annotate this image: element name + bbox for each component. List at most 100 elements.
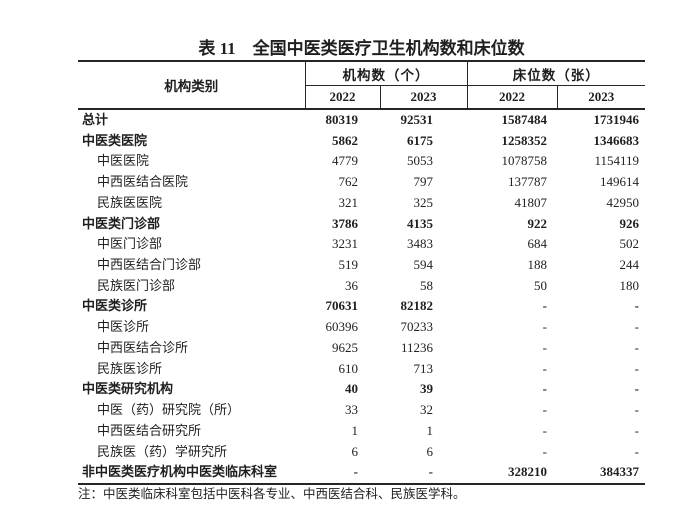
cell-value: 1154119 xyxy=(594,153,639,169)
table-body: 总计 80319 92531 1587484 1731946 中医类医院 5862 6175 1… xyxy=(78,109,645,484)
row-label: 中西医结合门诊部 xyxy=(97,257,202,273)
table-row: 中医诊所 60396 70233 - - xyxy=(78,317,645,338)
cell-value: - xyxy=(542,422,547,438)
header-beds-group: 床位数（张） xyxy=(467,61,645,86)
cell-value: 41807 xyxy=(514,194,548,210)
row-label: 中医类诊所 xyxy=(82,298,148,314)
table-row: 中西医结合门诊部 519 594 188 244 xyxy=(78,255,645,276)
row-label: 中医类研究机构 xyxy=(82,381,174,397)
cell-value: 5053 xyxy=(407,153,433,169)
cell-value: - xyxy=(428,464,433,480)
header-year-beds-2023: 2023 xyxy=(588,89,615,104)
cell-value: 4779 xyxy=(332,153,358,169)
cell-value: 39 xyxy=(420,381,433,397)
cell-value: 149614 xyxy=(600,174,639,190)
cell-value: 1258352 xyxy=(501,132,548,148)
cell-value: - xyxy=(634,422,639,438)
table-row: 中医类医院 5862 6175 1258352 1346683 xyxy=(78,131,645,152)
row-label: 非中医类医疗机构中医类临床科室 xyxy=(82,464,278,480)
cell-value: - xyxy=(634,402,639,418)
row-label: 中医医院 xyxy=(97,153,150,169)
table-row: 中医医院 4779 5053 1078758 1154119 xyxy=(78,151,645,172)
cell-value: 58 xyxy=(420,277,433,293)
header-year-beds-2022: 2022 xyxy=(467,85,558,109)
cell-value: 6 xyxy=(351,443,359,459)
cell-value: 684 xyxy=(527,236,548,252)
table-row: 中医门诊部 3231 3483 684 502 xyxy=(78,234,645,255)
table-row: 民族医（药）学研究所 6 6 - - xyxy=(78,442,645,463)
cell-value: 6175 xyxy=(407,132,433,148)
table-title: 表 11 全国中医类医疗卫生机构数和床位数 xyxy=(198,39,525,58)
table-row: 中医类门诊部 3786 4135 922 926 xyxy=(78,214,645,235)
row-label: 民族医（药）学研究所 xyxy=(97,443,228,459)
table-row: 民族医门诊部 36 58 50 180 xyxy=(78,276,645,297)
row-label: 中医门诊部 xyxy=(97,236,163,252)
cell-value: 594 xyxy=(413,257,434,273)
table-row: 总计 80319 92531 1587484 1731946 xyxy=(78,109,645,131)
cell-value: 1587484 xyxy=(501,112,548,127)
row-label: 中西医结合医院 xyxy=(97,174,189,190)
cell-value: 4135 xyxy=(407,215,433,231)
cell-value: 180 xyxy=(619,277,640,293)
cell-value: 137787 xyxy=(508,174,547,190)
cell-value: - xyxy=(542,381,547,397)
cell-value: 244 xyxy=(619,257,640,273)
cell-value: 70631 xyxy=(325,298,359,314)
cell-value: 922 xyxy=(527,215,548,231)
table-row: 中医类研究机构 40 39 - - xyxy=(78,379,645,400)
cell-value: 325 xyxy=(413,194,434,210)
cell-value: 328210 xyxy=(508,464,547,480)
cell-value: 36 xyxy=(345,277,358,293)
cell-value: 70233 xyxy=(400,319,434,335)
cell-value: 1 xyxy=(351,422,359,438)
cell-value: - xyxy=(542,298,547,314)
cell-value: 762 xyxy=(338,174,359,190)
cell-value: - xyxy=(634,443,639,459)
cell-value: - xyxy=(542,360,547,376)
row-label: 中医（药）研究院（所） xyxy=(97,402,241,418)
header-year-row: 2022 2023 2022 2023 xyxy=(78,85,645,109)
cell-value: 713 xyxy=(413,360,434,376)
cell-value: 519 xyxy=(338,257,359,273)
cell-value: 40 xyxy=(345,381,358,397)
table-row: 中医（药）研究院（所） 33 32 - - xyxy=(78,400,645,421)
cell-value: 9625 xyxy=(332,339,358,355)
header-year-institutions-2022: 2022 xyxy=(305,85,381,109)
cell-value: 3231 xyxy=(332,236,358,252)
cell-value: 188 xyxy=(527,257,548,273)
row-label: 民族医医院 xyxy=(97,194,163,210)
row-label: 民族医门诊部 xyxy=(97,277,176,293)
cell-value: - xyxy=(634,360,639,376)
cell-value: 60396 xyxy=(325,319,359,335)
cell-value: 926 xyxy=(619,215,640,231)
cell-value: 32 xyxy=(420,402,433,418)
table-row: 中西医结合诊所 9625 11236 - - xyxy=(78,338,645,359)
cell-value: - xyxy=(542,443,547,459)
cell-value: 384337 xyxy=(600,464,639,480)
cell-value: - xyxy=(353,464,358,480)
table-row: 中西医结合研究所 1 1 - - xyxy=(78,421,645,442)
cell-value: 3786 xyxy=(332,215,358,231)
statistics-table: 机构类别 机构数（个） 床位数（张） 2022 2023 2022 2023 总… xyxy=(78,60,645,485)
table-row: 非中医类医疗机构中医类临床科室 - - 328210 384337 xyxy=(78,462,645,484)
cell-value: - xyxy=(634,381,639,397)
cell-value: - xyxy=(634,339,639,355)
table-row: 中西医结合医院 762 797 137787 149614 xyxy=(78,172,645,193)
cell-value: - xyxy=(542,339,547,355)
table-row: 民族医医院 321 325 41807 42950 xyxy=(78,193,645,214)
cell-value: 1346683 xyxy=(593,132,640,148)
table-note: 注：中医类临床科室包括中医科各专业、中西医结合科、民族医学科。 xyxy=(78,487,466,501)
header-year-institutions-2023: 2023 xyxy=(380,85,468,109)
cell-value: 50 xyxy=(534,277,547,293)
row-label: 中西医结合诊所 xyxy=(97,339,189,355)
cell-value: 5862 xyxy=(332,132,358,148)
row-label: 中医类医院 xyxy=(82,132,148,148)
cell-value: 1 xyxy=(426,422,434,438)
cell-value: 610 xyxy=(338,360,359,376)
header-institutions-group: 机构数（个） xyxy=(305,61,468,86)
cell-value: 42950 xyxy=(606,194,640,210)
cell-value: 11236 xyxy=(400,339,433,355)
cell-value: 1078758 xyxy=(501,153,548,169)
cell-value: 502 xyxy=(619,236,640,252)
